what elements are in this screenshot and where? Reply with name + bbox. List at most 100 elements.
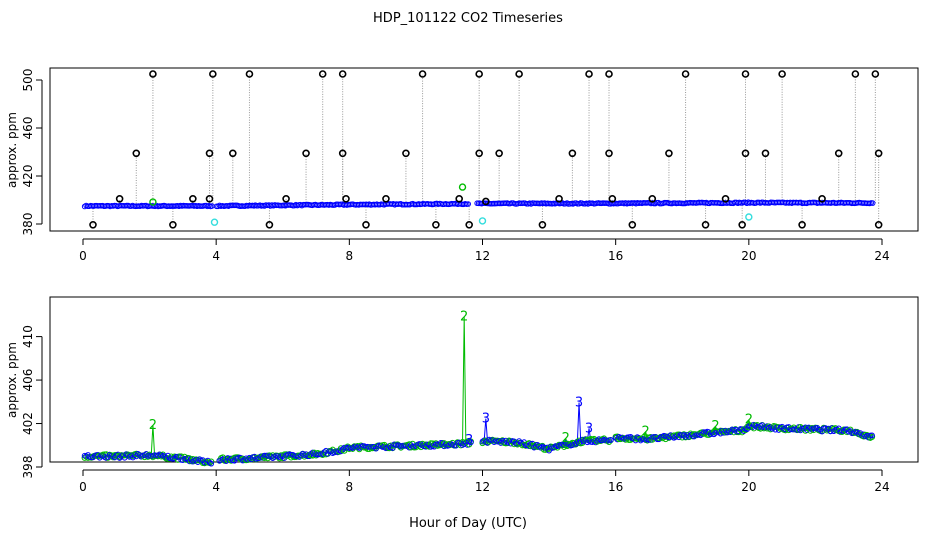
top-green-point bbox=[458, 183, 467, 191]
bottom-y-tick-label: 406 bbox=[21, 369, 35, 392]
top-outlier-point bbox=[338, 70, 347, 78]
top-outlier-point bbox=[605, 149, 613, 158]
top-green-point bbox=[149, 198, 157, 206]
top-outlier-point bbox=[538, 221, 547, 229]
top-x-tick-label: 8 bbox=[346, 249, 354, 263]
top-outlier-point bbox=[89, 221, 97, 229]
top-x-tick-label: 20 bbox=[741, 249, 756, 263]
top-cyan-point bbox=[210, 218, 219, 226]
top-outlier-point bbox=[628, 221, 637, 229]
top-outlier-point bbox=[681, 70, 690, 78]
top-y-tick-label: 380 bbox=[21, 213, 35, 236]
top-outlier-point bbox=[741, 70, 750, 78]
top-outlier-point bbox=[245, 70, 254, 78]
top-outlier-point bbox=[555, 195, 563, 203]
top-outlier-point bbox=[282, 195, 290, 203]
bottom-data-point bbox=[551, 444, 557, 451]
bottom-spike-label: 2 bbox=[711, 419, 719, 434]
top-outlier-point bbox=[721, 195, 730, 203]
bottom-data-point bbox=[868, 433, 876, 441]
top-outlier-point bbox=[495, 149, 503, 158]
x-axis-label: Hour of Day (UTC) bbox=[409, 516, 527, 531]
bottom-x-tick-label: 8 bbox=[346, 480, 354, 494]
bottom-x-tick-label: 0 bbox=[79, 480, 87, 494]
top-axes: 0 4 8 12 16 20 24 380 420 460 500 bbox=[21, 69, 890, 263]
top-outlier-point bbox=[205, 149, 214, 158]
top-outlier-point bbox=[701, 221, 710, 229]
top-data-point bbox=[869, 200, 876, 206]
top-cyan-point bbox=[745, 213, 753, 221]
bottom-data-point bbox=[467, 439, 474, 446]
top-y-tick-label: 460 bbox=[21, 117, 35, 140]
top-outlier-point bbox=[608, 195, 617, 203]
top-outlier-point bbox=[605, 70, 613, 78]
bottom-y-tick-label: 402 bbox=[21, 412, 35, 435]
top-outlier-point bbox=[342, 195, 350, 203]
bottom-x-tick-label: 12 bbox=[475, 480, 490, 494]
top-data-point bbox=[465, 201, 471, 207]
top-outlier-point bbox=[818, 195, 826, 203]
top-outlier-point bbox=[851, 70, 860, 78]
bottom-spike-label: 3 bbox=[575, 396, 583, 411]
top-outlier-point bbox=[209, 70, 217, 78]
bottom-spike-line bbox=[462, 316, 467, 444]
bottom-x-tick-label: 20 bbox=[741, 480, 756, 494]
bottom-y-axis-label: approx. ppm bbox=[5, 342, 19, 418]
top-outlier-point bbox=[741, 149, 750, 158]
top-outlier-point bbox=[778, 70, 786, 78]
top-x-tick-label: 4 bbox=[212, 249, 220, 263]
bottom-spike-label: 2 bbox=[562, 431, 570, 446]
top-outlier-point bbox=[338, 149, 347, 158]
bottom-data-point bbox=[775, 424, 782, 431]
bottom-spike-label: 2 bbox=[460, 310, 468, 325]
top-y-tick-label: 420 bbox=[21, 165, 35, 188]
bottom-data-point bbox=[179, 457, 186, 464]
top-outlier-point bbox=[475, 149, 483, 158]
bottom-spike-label: 3 bbox=[585, 421, 593, 436]
top-outlier-point bbox=[475, 70, 483, 78]
top-x-tick-label: 0 bbox=[79, 249, 87, 263]
top-y-tick-label: 500 bbox=[21, 69, 35, 92]
bottom-spike-label: 2 bbox=[745, 413, 753, 428]
bottom-data-point bbox=[339, 446, 346, 453]
top-outlier-point bbox=[115, 195, 124, 203]
top-x-tick-label: 16 bbox=[608, 249, 623, 263]
top-outlier-point bbox=[205, 195, 214, 203]
top-outlier-point bbox=[229, 149, 237, 158]
top-outlier-point bbox=[465, 221, 473, 229]
top-outlier-point bbox=[738, 221, 746, 229]
top-outlier-point bbox=[455, 195, 463, 203]
top-outlier-point bbox=[834, 149, 843, 158]
top-outlier-point bbox=[568, 149, 577, 158]
bottom-data-point bbox=[724, 429, 731, 436]
bottom-y-tick-label: 410 bbox=[21, 325, 35, 348]
bottom-data-point bbox=[607, 437, 614, 443]
bottom-axes: 0 4 8 12 16 20 24 398 402 406 410 bbox=[21, 325, 890, 494]
top-outlier-point bbox=[665, 149, 673, 158]
top-outlier-point bbox=[874, 221, 883, 229]
top-outlier-point bbox=[874, 149, 883, 158]
top-outlier-point bbox=[418, 70, 427, 78]
bottom-data-point bbox=[208, 458, 215, 465]
figure-title: HDP_101122 CO2 Timeseries bbox=[373, 11, 563, 26]
bottom-x-tick-label: 4 bbox=[212, 480, 220, 494]
top-x-tick-label: 12 bbox=[475, 249, 490, 263]
bottom-data-point bbox=[815, 426, 822, 433]
top-panel: approx. ppm 0 4 8 12 16 20 24 380 420 460 500 bbox=[5, 67, 919, 263]
top-outlier-point bbox=[515, 70, 523, 78]
top-outlier-point bbox=[302, 149, 310, 158]
bottom-data-point bbox=[126, 453, 133, 460]
top-outlier-point bbox=[265, 221, 274, 229]
top-outlier-point bbox=[648, 195, 657, 203]
bottom-data-point bbox=[196, 456, 203, 463]
top-outlier-point bbox=[318, 70, 327, 78]
bottom-x-tick-label: 16 bbox=[608, 480, 623, 494]
top-outlier-point bbox=[798, 221, 806, 229]
bottom-x-tick-label: 24 bbox=[874, 480, 889, 494]
bottom-spike-label: 2 bbox=[149, 418, 157, 433]
top-y-axis-label: approx. ppm bbox=[5, 112, 19, 188]
bottom-spike-label: 3 bbox=[482, 412, 490, 427]
top-plot-frame bbox=[49, 67, 919, 232]
